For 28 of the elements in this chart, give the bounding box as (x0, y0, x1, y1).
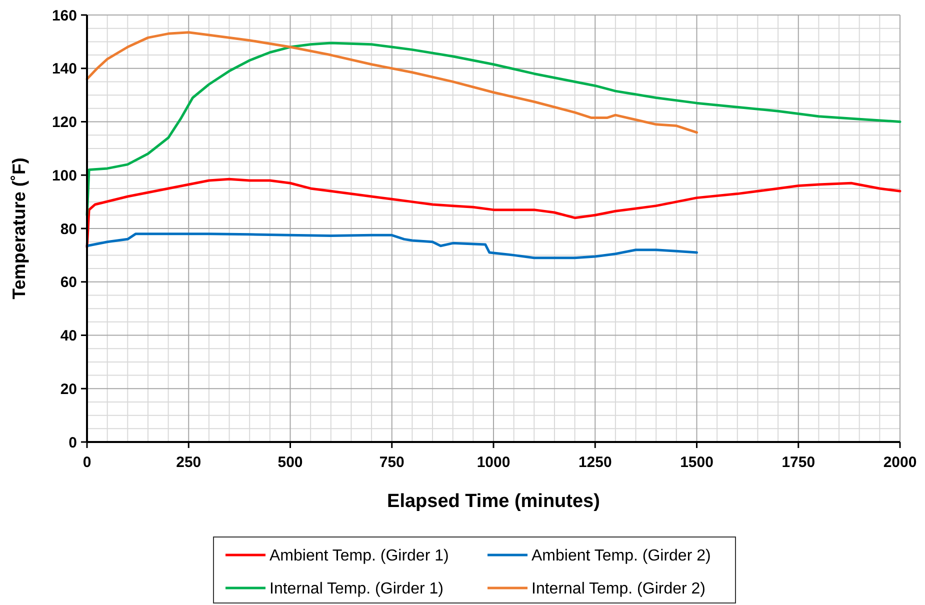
x-tick-label: 250 (176, 454, 202, 471)
x-axis-title: Elapsed Time (minutes) (387, 491, 600, 512)
x-tick-label: 750 (379, 454, 404, 471)
legend-label: Ambient Temp. (Girder 1) (270, 548, 449, 565)
legend-label: Internal Temp. (Girder 1) (270, 580, 444, 598)
x-tick-label: 1250 (578, 454, 612, 471)
y-tick-label: 40 (60, 328, 77, 344)
line-series (86, 42, 902, 216)
y-tick-label: 60 (60, 274, 77, 292)
x-tick-label: 2000 (883, 454, 917, 471)
x-tick-label: 500 (278, 454, 303, 471)
x-tick-label: 1000 (476, 454, 510, 471)
y-tick-label: 20 (60, 380, 77, 398)
legend-label: Ambient Temp. (Girder 2) (532, 548, 711, 565)
x-tick-label: 1750 (782, 454, 816, 471)
y-tick-label: 0 (68, 434, 77, 452)
y-tick-label: 100 (52, 167, 77, 184)
y-tick-label: 160 (52, 7, 77, 24)
line-series (86, 232, 698, 260)
y-tick-label: 80 (60, 220, 77, 238)
x-tick-label: 0 (82, 454, 92, 471)
x-tick-label: 1500 (680, 454, 714, 471)
line-series (86, 178, 902, 248)
legend-label: Internal Temp. (Girder 2) (532, 580, 706, 598)
y-tick-label: 120 (52, 114, 77, 131)
y-axis-title: Temperature (˚F) (9, 158, 29, 300)
line-series (86, 31, 698, 134)
y-tick-label: 140 (52, 60, 77, 78)
